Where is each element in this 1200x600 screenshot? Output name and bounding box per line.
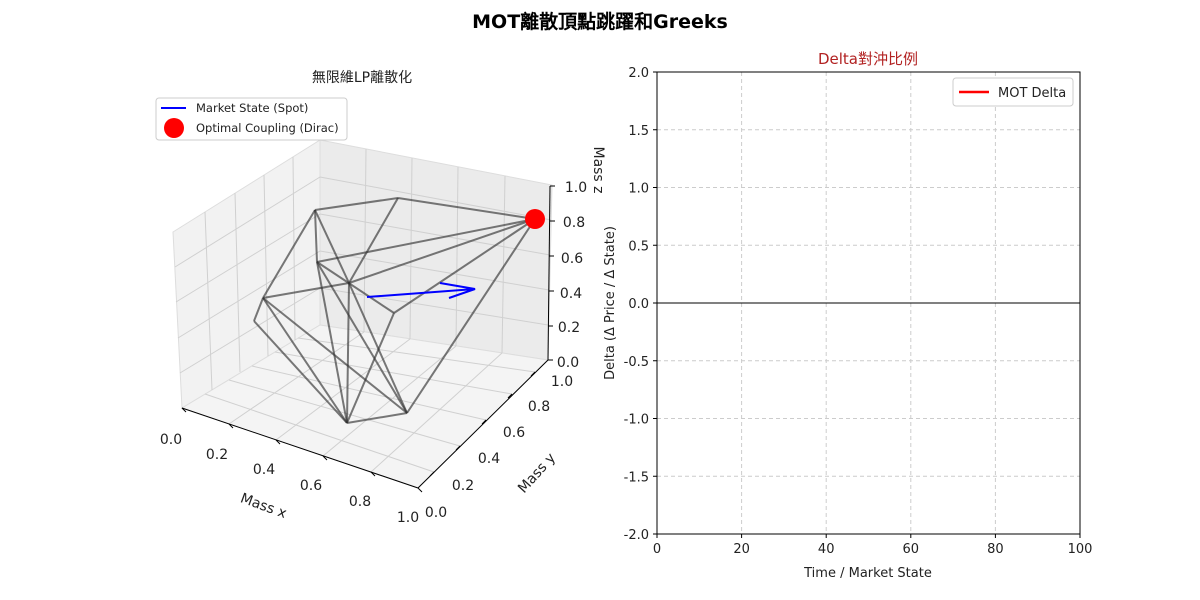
x-tick: 1.0 <box>397 510 419 526</box>
edge <box>348 197 399 284</box>
z-tick: 0.8 <box>563 215 585 231</box>
edge <box>316 261 408 414</box>
delta-title: Delta對沖比例 <box>818 50 918 68</box>
edge <box>346 412 408 424</box>
y-tick: 0.0 <box>425 505 447 521</box>
edge <box>397 197 536 220</box>
edge <box>346 312 395 424</box>
x-tick: 0.2 <box>206 447 228 463</box>
delta-axes: Delta對沖比例 0 20 40 60 80 100 2.0 1.5 1.0 0.5 0.0 -0.… <box>603 50 1092 581</box>
3d-title: 無限維LP離散化 <box>312 69 412 86</box>
edge <box>348 218 536 284</box>
optimal-coupling-marker <box>525 209 545 229</box>
y-tick: 0.2 <box>452 478 474 494</box>
x-tick-label: 20 <box>733 542 750 557</box>
edge <box>393 218 536 314</box>
y-tick-label: 0.0 <box>628 297 649 312</box>
edge <box>314 209 350 284</box>
edge <box>346 282 350 424</box>
edge <box>316 261 395 314</box>
y-tick: 0.8 <box>528 399 550 415</box>
3d-legend: Market State (Spot) Optimal Coupling (Di… <box>155 97 348 141</box>
x-tick-label: 100 <box>1068 542 1093 557</box>
x-tick-label: 80 <box>987 542 1004 557</box>
x-tick-label: 40 <box>818 542 835 557</box>
edge <box>314 209 318 263</box>
y-tick-label: 1.5 <box>628 124 649 139</box>
z-tick: 0.6 <box>561 251 583 267</box>
delta-y-label: Delta (Δ Price / Δ State) <box>603 226 618 380</box>
legend-label: MOT Delta <box>998 86 1066 101</box>
x-tick: 0.0 <box>160 432 182 448</box>
y-tick: 0.4 <box>478 451 500 467</box>
x-tick: 0.8 <box>349 494 371 510</box>
y-axis-label: Mass y <box>515 450 559 496</box>
delta-frame <box>656 71 1081 535</box>
x-tick-label: 60 <box>903 542 920 557</box>
3d-axes: 無限維LP離散化 0.0 0.2 0.4 0.6 0.8 1.0 <box>155 69 606 526</box>
3d-axis-lines <box>181 185 555 493</box>
edge <box>262 297 408 414</box>
legend-label: Market State (Spot) <box>196 101 308 115</box>
edge <box>316 261 348 424</box>
y-tick: 1.0 <box>551 374 573 390</box>
edge <box>406 218 536 414</box>
delta-ticks: 0 20 40 60 80 100 2.0 1.5 1.0 0.5 0.0 -0.5 -1.0 -1.5 -… <box>624 66 1093 557</box>
y-tick-label: 1.0 <box>628 182 649 197</box>
legend-marker-swatch <box>164 118 184 138</box>
x-tick-label: 0 <box>653 542 661 557</box>
market-state-line <box>366 282 476 299</box>
delta-x-label: Time / Market State <box>803 566 932 581</box>
edge <box>253 297 264 322</box>
edge <box>316 218 536 263</box>
x-tick: 0.4 <box>253 462 275 478</box>
y-tick-label: -1.0 <box>624 413 649 428</box>
figure-title: MOT離散頂點跳躍和Greeks <box>472 10 728 33</box>
z-tick: 1.0 <box>565 180 587 196</box>
y-tick-label: -1.5 <box>624 470 649 485</box>
x-axis-label: Mass x <box>238 491 289 522</box>
legend-label: Optimal Coupling (Dirac) <box>196 121 339 135</box>
y-tick-label: 2.0 <box>628 66 649 81</box>
edge <box>262 282 350 299</box>
y-tick: 0.6 <box>503 425 525 441</box>
edge <box>314 197 399 211</box>
z-tick: 0.2 <box>558 320 580 336</box>
y-tick-label: -0.5 <box>624 355 649 370</box>
edge <box>253 320 348 424</box>
x-tick-labels: 0.0 0.2 0.4 0.6 0.8 1.0 <box>160 432 419 526</box>
coupling-wireframe <box>253 197 536 424</box>
z-tick: 0.0 <box>557 355 579 371</box>
z-tick-labels: 0.0 0.2 0.4 0.6 0.8 1.0 <box>557 180 587 371</box>
x-tick: 0.6 <box>300 478 322 494</box>
edge <box>262 297 348 424</box>
y-tick-label: -2.0 <box>624 528 649 543</box>
y-tick-label: 0.5 <box>628 239 649 254</box>
edge <box>262 209 316 299</box>
y-tick-labels: 0.0 0.2 0.4 0.6 0.8 1.0 <box>425 374 573 521</box>
delta-legend: MOT Delta <box>952 77 1074 107</box>
z-axis-label: Mass z <box>590 146 606 193</box>
z-tick: 0.4 <box>560 286 582 302</box>
